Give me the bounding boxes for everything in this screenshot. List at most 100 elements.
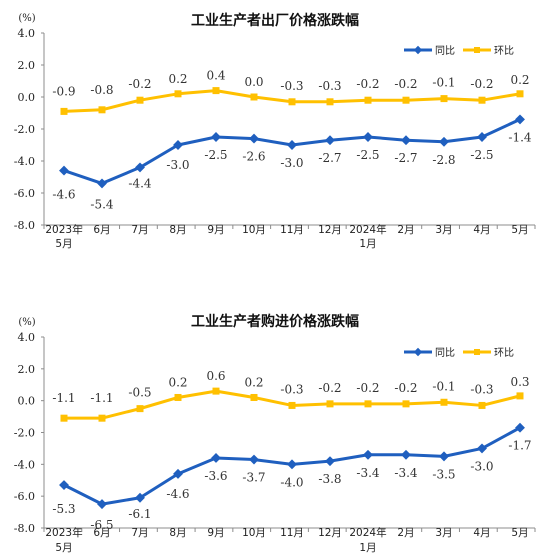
data-point: [136, 96, 144, 104]
data-label: -0.8: [90, 83, 113, 97]
data-label: -0.2: [394, 381, 417, 395]
data-label: -0.2: [470, 77, 493, 91]
data-label: -3.0: [470, 459, 493, 473]
x-tick-label: 8月: [169, 527, 186, 539]
legend: 同比 环比: [404, 45, 514, 57]
data-label: -3.7: [242, 471, 265, 485]
data-point: [173, 140, 183, 150]
legend-label: 同比: [435, 45, 455, 57]
data-label: -5.4: [90, 197, 114, 211]
data-label: -4.6: [52, 188, 75, 202]
data-point: [364, 400, 372, 408]
data-label: -1.1: [52, 391, 75, 405]
data-point: [136, 405, 144, 413]
data-label: -0.1: [432, 76, 455, 90]
x-tick-label: 12月: [318, 224, 342, 236]
data-label: -3.4: [394, 466, 418, 480]
data-point: [515, 422, 525, 433]
data-point: [402, 400, 410, 408]
data-point: [287, 459, 297, 470]
x-tick-label: 2023年: [45, 223, 82, 236]
series-yoy: -4.6 -5.4 -4.4 -3.0 -2.5 -2.6 -3.0 -2.7 -2.5 -2.7…: [52, 114, 532, 211]
x-tick-label: 2023年: [45, 526, 82, 539]
y-tick-label: 2.0: [18, 363, 36, 376]
data-point: [326, 400, 334, 408]
data-point: [402, 96, 410, 104]
x-tick-label: 9月: [207, 224, 224, 236]
data-point: [325, 135, 335, 146]
y-tick-label: -8.0: [14, 522, 35, 535]
data-label: 0.6: [206, 369, 225, 383]
data-label: -2.8: [432, 153, 455, 167]
x-tick-label: 2月: [397, 527, 414, 539]
data-point: [477, 132, 487, 142]
data-label: -0.3: [470, 382, 493, 396]
data-point: [326, 98, 334, 106]
data-point: [250, 93, 258, 101]
data-label: 0.2: [168, 375, 187, 389]
data-point: [249, 454, 259, 465]
data-label: -2.7: [394, 151, 417, 165]
data-point: [363, 449, 373, 460]
data-point: [211, 453, 221, 463]
data-point: [440, 95, 448, 103]
data-label: 0.2: [168, 72, 187, 86]
x-tick-label: 8月: [169, 224, 186, 236]
legend-marker: [474, 47, 480, 53]
x-tick-label: 5月: [511, 224, 528, 236]
x-tick-label: 12月: [318, 527, 342, 539]
data-point: [325, 456, 335, 467]
data-label: 0.3: [510, 375, 529, 389]
x-tick-label: 11月: [280, 527, 304, 539]
data-point: [135, 162, 145, 173]
y-unit-label: (%): [18, 13, 35, 24]
x-tick-label: 5月: [55, 542, 72, 554]
data-label: -0.2: [394, 77, 417, 91]
data-label: -0.9: [52, 84, 75, 98]
data-point: [98, 414, 106, 422]
data-label: -3.8: [318, 472, 341, 486]
y-tick-label: 4.0: [18, 27, 36, 40]
data-point: [478, 96, 486, 104]
data-label: -4.6: [166, 487, 189, 501]
x-tick-label: 5月: [55, 238, 72, 250]
data-point: [211, 132, 221, 142]
y-tick-label: 4.0: [18, 331, 36, 344]
data-point: [212, 387, 220, 395]
data-point: [249, 133, 259, 144]
data-label: -4.4: [128, 176, 152, 190]
chart-panel-2: 工业生产者购进价格涨跌幅 (%) 4.0 2.0 0.0 -2.0 -4.0 -6.0 -8.0…: [14, 313, 536, 554]
data-point: [478, 401, 486, 409]
legend-label: 同比: [435, 347, 455, 359]
data-label: -1.1: [90, 391, 113, 405]
data-point: [288, 98, 296, 106]
data-label: -3.4: [356, 466, 380, 480]
data-point: [212, 87, 220, 95]
series-yoy: -5.3 -6.5 -6.1 -4.6 -3.6 -3.7 -4.0 -3.8 -3.4 -3.4…: [52, 422, 532, 532]
y-tick-label: -6.0: [14, 490, 35, 503]
data-label: -3.6: [204, 469, 227, 483]
data-label: 0.0: [244, 75, 263, 89]
data-label: -0.2: [356, 77, 379, 91]
data-label: -0.2: [356, 381, 379, 395]
legend-marker: [474, 349, 480, 355]
y-tick-label: -2.0: [14, 123, 35, 136]
x-tick-label: 9月: [207, 527, 224, 539]
y-tick-label: 0.0: [18, 395, 36, 408]
x-tick-label: 10月: [242, 527, 266, 539]
legend-label: 环比: [494, 347, 514, 359]
x-tick-label: 6月: [93, 224, 110, 236]
data-point: [60, 107, 68, 115]
data-point: [97, 178, 107, 189]
data-label: -0.3: [318, 79, 341, 93]
legend-marker: [413, 347, 423, 357]
data-label: -1.7: [508, 439, 531, 453]
chart-title: 工业生产者出厂价格涨跌幅: [191, 12, 359, 29]
data-label: -3.5: [432, 467, 455, 481]
data-point: [60, 414, 68, 422]
data-point: [288, 401, 296, 409]
data-point: [98, 106, 106, 114]
legend-label: 环比: [494, 45, 514, 57]
data-label: -0.3: [280, 79, 303, 93]
